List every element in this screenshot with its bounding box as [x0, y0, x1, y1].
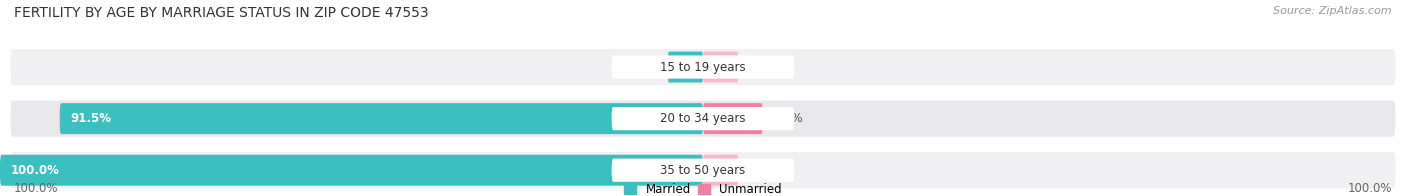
FancyBboxPatch shape [59, 103, 703, 134]
FancyBboxPatch shape [668, 52, 703, 83]
Text: FERTILITY BY AGE BY MARRIAGE STATUS IN ZIP CODE 47553: FERTILITY BY AGE BY MARRIAGE STATUS IN Z… [14, 6, 429, 20]
FancyBboxPatch shape [0, 155, 703, 186]
Text: 15 to 19 years: 15 to 19 years [661, 61, 745, 74]
Legend: Married, Unmarried: Married, Unmarried [624, 183, 782, 196]
FancyBboxPatch shape [703, 52, 738, 83]
Text: 0.0%: 0.0% [749, 164, 779, 177]
Text: 100.0%: 100.0% [14, 182, 59, 195]
Text: Source: ZipAtlas.com: Source: ZipAtlas.com [1274, 6, 1392, 16]
Text: 35 to 50 years: 35 to 50 years [661, 164, 745, 177]
FancyBboxPatch shape [11, 49, 1396, 85]
FancyBboxPatch shape [11, 152, 1396, 188]
Text: 8.5%: 8.5% [773, 112, 803, 125]
FancyBboxPatch shape [612, 107, 794, 130]
Text: 20 to 34 years: 20 to 34 years [661, 112, 745, 125]
FancyBboxPatch shape [612, 159, 794, 182]
FancyBboxPatch shape [703, 103, 762, 134]
FancyBboxPatch shape [11, 101, 1396, 137]
Text: 0.0%: 0.0% [627, 61, 658, 74]
Text: 0.0%: 0.0% [749, 61, 779, 74]
Text: 91.5%: 91.5% [70, 112, 111, 125]
Text: 100.0%: 100.0% [1347, 182, 1392, 195]
FancyBboxPatch shape [703, 155, 738, 186]
FancyBboxPatch shape [612, 55, 794, 79]
Text: 100.0%: 100.0% [11, 164, 59, 177]
